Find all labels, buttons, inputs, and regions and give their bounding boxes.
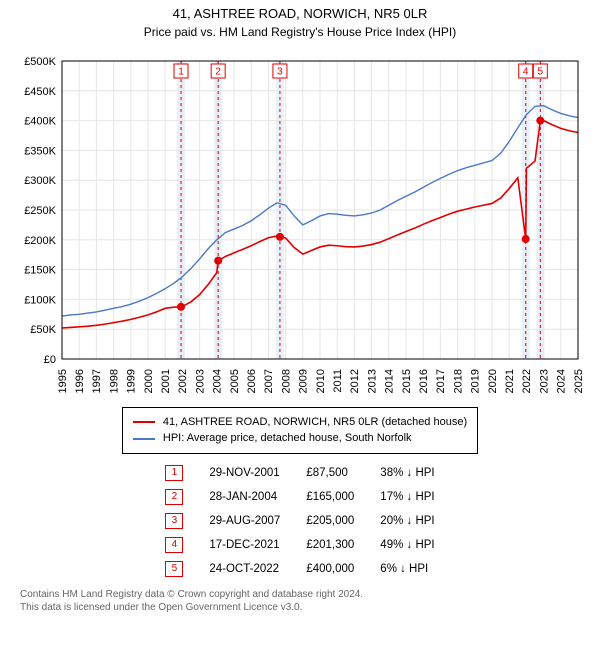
svg-text:1999: 1999 <box>126 369 138 393</box>
event-delta: 20% ↓ HPI <box>368 510 446 532</box>
svg-text:£400K: £400K <box>24 115 56 127</box>
event-delta: 17% ↓ HPI <box>368 486 446 508</box>
event-date: 29-NOV-2001 <box>197 462 292 484</box>
event-marker-icon: 4 <box>165 537 183 553</box>
svg-text:3: 3 <box>277 66 283 77</box>
svg-text:2010: 2010 <box>315 369 327 393</box>
legend-swatch <box>133 421 155 423</box>
svg-text:2007: 2007 <box>263 369 275 393</box>
svg-text:2013: 2013 <box>366 369 378 393</box>
event-date: 28-JAN-2004 <box>197 486 292 508</box>
svg-text:£350K: £350K <box>24 145 56 157</box>
svg-text:2020: 2020 <box>487 369 499 393</box>
svg-text:2005: 2005 <box>229 369 241 393</box>
table-row: 2 28-JAN-2004£165,00017% ↓ HPI <box>153 486 446 508</box>
svg-text:2001: 2001 <box>160 369 172 393</box>
svg-text:1997: 1997 <box>91 369 103 393</box>
event-price: £87,500 <box>294 462 366 484</box>
event-delta: 6% ↓ HPI <box>368 558 446 580</box>
svg-text:2017: 2017 <box>435 369 447 393</box>
svg-text:2021: 2021 <box>504 369 516 393</box>
svg-text:£50K: £50K <box>30 324 56 336</box>
svg-text:2003: 2003 <box>194 369 206 393</box>
event-price: £201,300 <box>294 534 366 556</box>
legend-swatch <box>133 438 155 440</box>
svg-text:1: 1 <box>178 66 184 77</box>
svg-text:£250K: £250K <box>24 205 56 217</box>
svg-text:2000: 2000 <box>143 369 155 393</box>
svg-text:4: 4 <box>523 66 529 77</box>
svg-text:2019: 2019 <box>470 369 482 393</box>
legend-label: 41, ASHTREE ROAD, NORWICH, NR5 0LR (deta… <box>163 414 467 431</box>
svg-text:2018: 2018 <box>452 369 464 393</box>
svg-text:2023: 2023 <box>538 369 550 393</box>
page-title: 41, ASHTREE ROAD, NORWICH, NR5 0LR <box>173 6 428 23</box>
event-delta: 49% ↓ HPI <box>368 534 446 556</box>
svg-text:£100K: £100K <box>24 294 56 306</box>
event-price: £205,000 <box>294 510 366 532</box>
svg-text:£0: £0 <box>44 354 56 366</box>
svg-text:2: 2 <box>215 66 221 77</box>
svg-text:£150K: £150K <box>24 264 56 276</box>
event-price: £165,000 <box>294 486 366 508</box>
chart-legend: 41, ASHTREE ROAD, NORWICH, NR5 0LR (deta… <box>122 407 478 454</box>
svg-text:£450K: £450K <box>24 86 56 98</box>
event-marker-icon: 5 <box>165 561 183 577</box>
svg-text:2022: 2022 <box>521 369 533 393</box>
svg-text:2015: 2015 <box>401 369 413 393</box>
event-price: £400,000 <box>294 558 366 580</box>
svg-text:2008: 2008 <box>280 369 292 393</box>
svg-text:2002: 2002 <box>177 369 189 393</box>
event-delta: 38% ↓ HPI <box>368 462 446 484</box>
page-subtitle: Price paid vs. HM Land Registry's House … <box>144 25 456 39</box>
event-marker-icon: 3 <box>165 513 183 529</box>
event-date: 17-DEC-2021 <box>197 534 292 556</box>
legend-item: 41, ASHTREE ROAD, NORWICH, NR5 0LR (deta… <box>133 414 467 431</box>
svg-text:2025: 2025 <box>573 369 585 393</box>
svg-text:5: 5 <box>538 66 544 77</box>
svg-text:1998: 1998 <box>108 369 120 393</box>
svg-text:£500K: £500K <box>24 56 56 68</box>
event-date: 29-AUG-2007 <box>197 510 292 532</box>
event-marker-icon: 1 <box>165 465 183 481</box>
svg-text:1995: 1995 <box>57 369 69 393</box>
event-marker-icon: 2 <box>165 489 183 505</box>
svg-text:2009: 2009 <box>298 369 310 393</box>
table-row: 1 29-NOV-2001£87,50038% ↓ HPI <box>153 462 446 484</box>
svg-text:2012: 2012 <box>349 369 361 393</box>
svg-text:2004: 2004 <box>212 369 224 393</box>
svg-text:2016: 2016 <box>418 369 430 393</box>
svg-text:2014: 2014 <box>384 369 396 393</box>
table-row: 4 17-DEC-2021£201,30049% ↓ HPI <box>153 534 446 556</box>
event-date: 24-OCT-2022 <box>197 558 292 580</box>
legend-label: HPI: Average price, detached house, Sout… <box>163 430 412 447</box>
svg-text:£200K: £200K <box>24 235 56 247</box>
svg-text:£300K: £300K <box>24 175 56 187</box>
footer-attribution: Contains HM Land Registry data © Crown c… <box>0 582 363 614</box>
table-row: 3 29-AUG-2007£205,00020% ↓ HPI <box>153 510 446 532</box>
events-table: 1 29-NOV-2001£87,50038% ↓ HPI 2 28-JAN-2004… <box>151 460 448 582</box>
svg-text:2011: 2011 <box>332 369 344 393</box>
svg-text:2024: 2024 <box>556 369 568 393</box>
svg-text:1996: 1996 <box>74 369 86 393</box>
svg-text:2006: 2006 <box>246 369 258 393</box>
table-row: 5 24-OCT-2022£400,0006% ↓ HPI <box>153 558 446 580</box>
price-chart: 1 2 3 45 £0 £50K £100K £150K £200K £250K £300K £350… <box>10 43 590 403</box>
legend-item: HPI: Average price, detached house, Sout… <box>133 430 467 447</box>
